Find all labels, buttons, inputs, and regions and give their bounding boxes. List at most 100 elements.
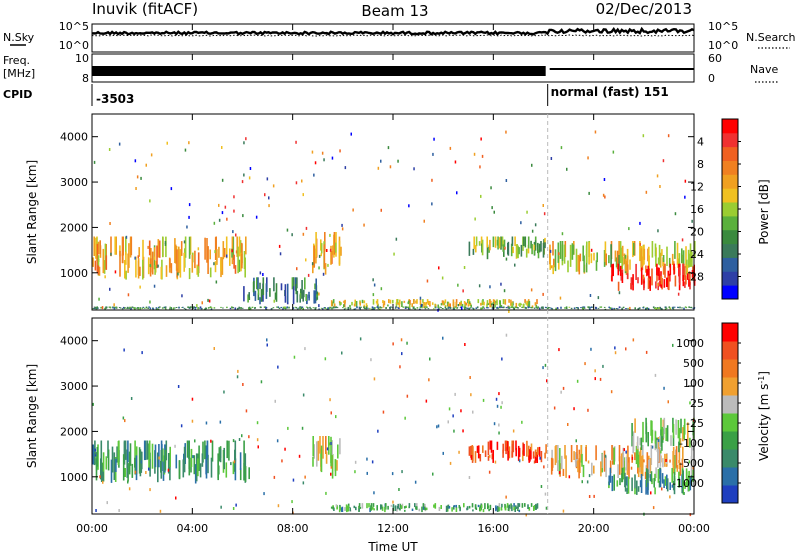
- velocity-echo-cell: [205, 445, 207, 475]
- velocity-echo-cell: [690, 475, 693, 486]
- power-echo-cell: [296, 277, 298, 289]
- power-echo-cell: [577, 254, 580, 272]
- power-sparse-point: [305, 258, 307, 262]
- power-echo-cell: [524, 306, 527, 309]
- power-sparse-point: [104, 275, 106, 279]
- power-echo-cell: [236, 236, 238, 257]
- power-sparse-point: [183, 240, 186, 244]
- power-echo-cell: [493, 299, 496, 305]
- power-sparse-point: [549, 249, 552, 253]
- power-echo-cell: [365, 303, 368, 309]
- velocity-sparse-point: [673, 478, 676, 482]
- power-sparse-point: [318, 254, 321, 258]
- velocity-echo-cell: [512, 440, 515, 453]
- power-echo-cell: [158, 240, 161, 258]
- power-echo-cell: [358, 307, 361, 309]
- power-echo-cell: [323, 307, 326, 308]
- power-sparse-point: [311, 150, 314, 154]
- power-echo-cell: [528, 306, 531, 308]
- velocity-echo-cell: [555, 445, 557, 463]
- power-sparse-point: [629, 306, 631, 310]
- velocity-sparse-point: [614, 351, 617, 355]
- power-echo-cell: [626, 255, 629, 272]
- power-echo-cell: [163, 306, 166, 309]
- velocity-sparse-point: [590, 347, 592, 351]
- power-echo-cell: [313, 245, 315, 268]
- power-echo-cell: [231, 306, 233, 309]
- power-sparse-point: [350, 132, 352, 136]
- power-echo-cell: [280, 283, 283, 291]
- velocity-echo-cell: [522, 442, 524, 455]
- velocity-echo-cell: [575, 452, 577, 467]
- velocity-sparse-point: [301, 426, 304, 430]
- velocity-echo-cell: [127, 440, 129, 463]
- power-echo-cell: [95, 237, 97, 259]
- power-sparse-point: [318, 304, 320, 308]
- velocity-sparse-point: [293, 355, 296, 359]
- power-echo-cell: [627, 264, 629, 280]
- power-echo-cell: [427, 300, 430, 305]
- power-echo-cell: [398, 302, 401, 305]
- power-echo-cell: [413, 299, 415, 304]
- power-echo-cell: [312, 307, 315, 309]
- velocity-echo-cell: [515, 440, 517, 451]
- velocity-echo-cell: [526, 440, 528, 457]
- power-echo-cell: [97, 255, 100, 276]
- velocity-sparse-point: [665, 459, 667, 462]
- velocity-sparse-point: [335, 415, 337, 419]
- velocity-echo-cell: [538, 446, 541, 457]
- power-echo-cell: [134, 307, 136, 310]
- power-echo-cell: [647, 265, 649, 276]
- velocity-echo-cell: [447, 506, 450, 509]
- velocity-echo-cell: [528, 455, 530, 463]
- velocity-echo-cell: [424, 503, 426, 508]
- velocity-echo-cell: [500, 508, 503, 511]
- power-echo-cell: [156, 245, 158, 269]
- power-sparse-point: [558, 252, 560, 256]
- velocity-echo-cell: [186, 440, 189, 458]
- velocity-sparse-point: [238, 438, 241, 441]
- power-echo-cell: [632, 241, 634, 258]
- velocity-sparse-point: [623, 448, 625, 452]
- power-echo-cell: [611, 307, 613, 309]
- power-sparse-point: [397, 159, 399, 163]
- power-echo-cell: [310, 308, 312, 310]
- power-echo-cell: [389, 299, 392, 304]
- time-tick-label: 16:00: [477, 522, 509, 535]
- power-echo-cell: [627, 307, 629, 309]
- velocity-sparse-point: [330, 411, 332, 415]
- velocity-colorbar-swatch: [722, 413, 738, 432]
- velocity-echo-cell: [201, 453, 204, 467]
- power-echo-cell: [595, 306, 597, 309]
- power-sparse-point: [140, 176, 142, 180]
- power-sparse-point: [114, 270, 117, 274]
- velocity-colorbar-swatch: [722, 395, 738, 414]
- power-echo-cell: [544, 242, 546, 249]
- power-echo-cell: [240, 307, 242, 310]
- velocity-sparse-point: [560, 390, 562, 394]
- power-sparse-point: [243, 141, 245, 145]
- power-echo-cell: [137, 260, 140, 275]
- velocity-sparse-point: [400, 338, 403, 342]
- velocity-echo-cell: [510, 503, 512, 509]
- power-sparse-point: [480, 194, 482, 198]
- velocity-echo-cell: [100, 458, 102, 480]
- power-echo-cell: [449, 306, 452, 309]
- power-echo-cell: [100, 306, 102, 309]
- power-colorbar-tick-label: 4: [697, 136, 704, 149]
- velocity-sparse-point: [266, 343, 268, 347]
- power-echo-cell: [444, 306, 447, 309]
- power-echo-cell: [377, 308, 380, 310]
- power-echo-cell: [157, 239, 160, 258]
- velocity-colorbar-swatch: [722, 359, 738, 378]
- power-echo-cell: [371, 308, 373, 310]
- velocity-echo-cell: [226, 440, 228, 459]
- velocity-echo-cell: [202, 441, 204, 463]
- velocity-echo-cell: [162, 460, 165, 481]
- power-echo-cell: [690, 306, 693, 309]
- velocity-sparse-point: [498, 423, 500, 427]
- power-echo-cell: [295, 307, 298, 309]
- power-echo-cell: [309, 306, 311, 309]
- velocity-echo-cell: [639, 437, 641, 446]
